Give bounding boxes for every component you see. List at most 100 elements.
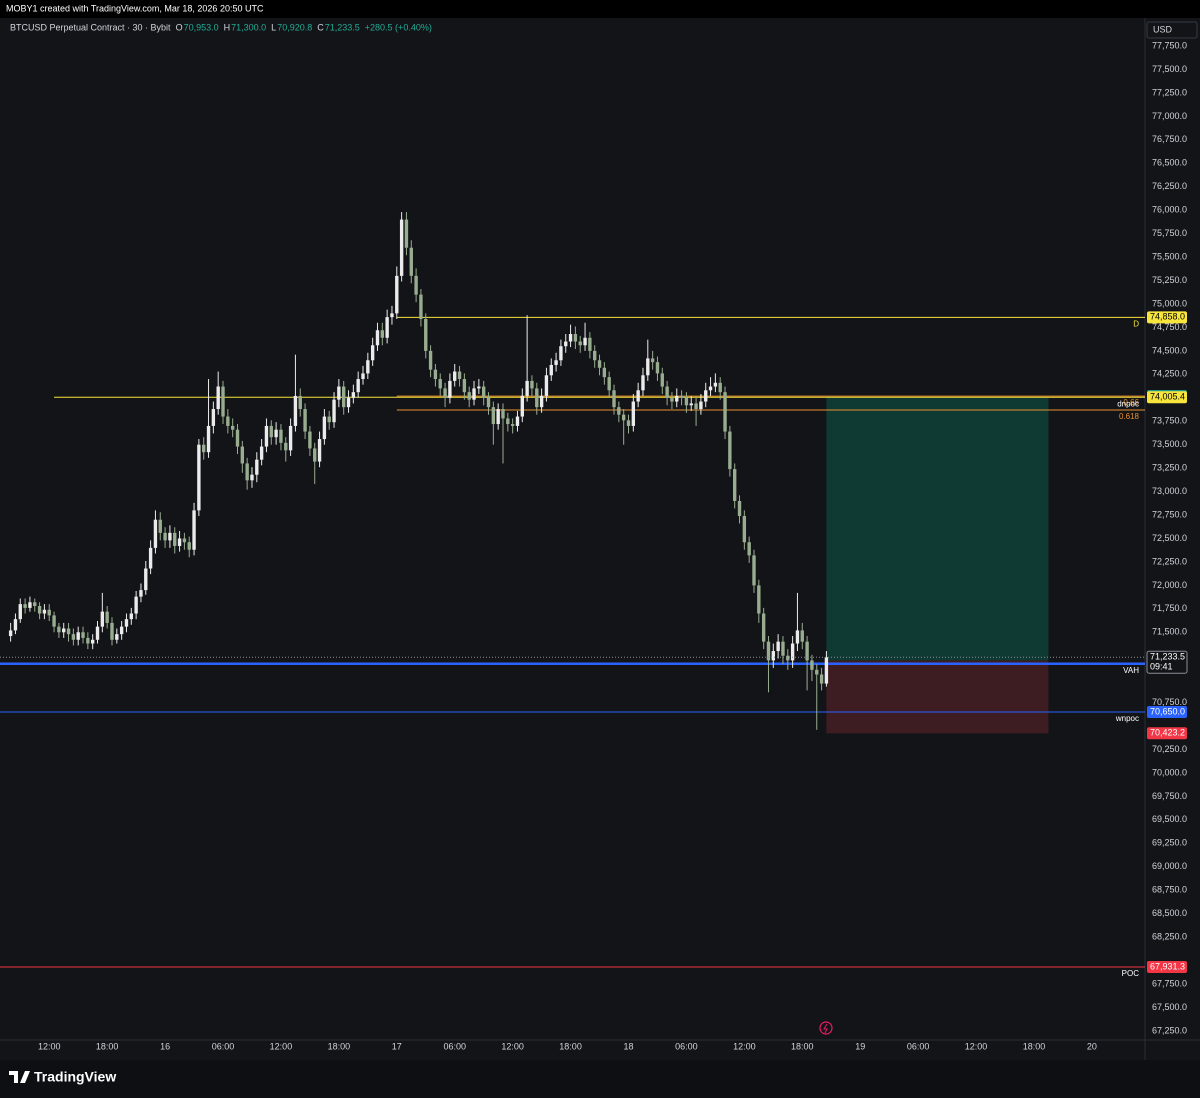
candle-body (491, 407, 496, 425)
candle-body (568, 334, 573, 342)
candle-body (530, 380, 534, 389)
x-tick-label: 18:00 (328, 1041, 351, 1051)
candle-body (694, 403, 698, 410)
candle-body (110, 622, 114, 640)
candle-body (424, 319, 428, 351)
y-tick-label: 74,250.0 (1152, 369, 1187, 379)
candle-body (144, 568, 148, 591)
y-tick-label: 74,750.0 (1152, 322, 1187, 332)
candle-body (288, 425, 293, 451)
x-tick-label: 18:00 (1023, 1041, 1046, 1051)
x-tick-label: 12:00 (501, 1041, 524, 1051)
candle-body (419, 294, 423, 320)
candle-body (230, 425, 235, 430)
candle-body (679, 395, 684, 398)
candle-body (202, 444, 206, 453)
level-axis-label: 67,931.3 (1150, 961, 1185, 971)
candle-body (535, 388, 539, 408)
candle-body (395, 275, 399, 314)
candle-body (708, 386, 713, 391)
y-tick-label: 67,750.0 (1152, 978, 1187, 988)
candle-body (192, 510, 196, 550)
candle-body (250, 474, 254, 481)
candle-body (317, 439, 322, 462)
candle-body (380, 330, 384, 338)
candle-body (737, 500, 742, 516)
y-tick-label: 69,500.0 (1152, 814, 1187, 824)
candle-body (399, 219, 404, 276)
candle-body (636, 390, 640, 402)
candle-body (597, 360, 602, 368)
candle-body (337, 386, 341, 400)
last-price-label: 71,233.5 (1150, 652, 1185, 662)
candle-body (650, 358, 655, 363)
logo-mark (9, 1071, 30, 1083)
candle-body (810, 660, 814, 670)
countdown: 09:41 (1150, 662, 1173, 672)
candle-body (675, 395, 679, 402)
candle-body (351, 392, 356, 398)
candle-body (173, 532, 177, 546)
candle-body (235, 429, 240, 447)
candle-body (641, 375, 645, 391)
candle-body (699, 401, 703, 410)
candle-body (240, 446, 245, 464)
y-tick-label: 68,750.0 (1152, 885, 1187, 895)
level-tag: wnpoc (1115, 714, 1139, 723)
y-tick-label: 71,500.0 (1152, 627, 1187, 637)
y-tick-label: 67,250.0 (1152, 1025, 1187, 1035)
header-symbol: BTCUSD Perpetual Contract · 30 · Bybit (10, 22, 171, 32)
x-tick-label: 06:00 (212, 1041, 235, 1051)
candle-body (226, 416, 230, 426)
candle-body (602, 367, 607, 378)
x-tick-label: 18:00 (96, 1041, 119, 1051)
candle-body (86, 637, 90, 644)
last-price-box (1146, 650, 1188, 674)
candle-body (549, 364, 553, 376)
candle-body (506, 418, 510, 425)
watermark: MOBY1 created with TradingView.com, Mar … (6, 3, 264, 13)
watermark-bar (0, 0, 1200, 18)
candle-body (23, 604, 27, 608)
candle-body (583, 337, 587, 346)
y-tick-label: 73,500.0 (1152, 439, 1187, 449)
legend-header: BTCUSD Perpetual Contract · 30 · Bybit O 7… (10, 22, 432, 32)
candle-body (148, 547, 153, 569)
x-tick-label: 16 (160, 1041, 170, 1051)
candle-body (42, 609, 47, 614)
candle-body (824, 657, 829, 684)
x-tick-label: 12:00 (270, 1041, 293, 1051)
y-tick-label: 75,250.0 (1152, 275, 1187, 285)
y-tick-label: 72,500.0 (1152, 533, 1187, 543)
candle-body (390, 313, 394, 318)
level-axis-label: 74,005.4 (1150, 392, 1185, 402)
candle-body (718, 382, 722, 393)
y-tick-label: 72,750.0 (1152, 509, 1187, 519)
candle-body (660, 373, 664, 387)
candle-body (593, 350, 597, 361)
y-tick-label: 73,750.0 (1152, 416, 1187, 426)
position-loss (826, 660, 1049, 734)
candle-body (279, 429, 283, 443)
candle-body (100, 611, 105, 627)
level-tag: 0.66 (1123, 398, 1139, 407)
candle-body (544, 375, 549, 396)
candle-body (342, 386, 346, 408)
x-tick-label: 20 (1087, 1041, 1097, 1051)
header-open: 70,953.0 (184, 22, 219, 32)
candle-body (733, 469, 737, 501)
y-tick-label: 77,250.0 (1152, 87, 1187, 97)
candle-body (670, 397, 674, 402)
y-tick-label: 70,250.0 (1152, 744, 1187, 754)
position-profit (826, 397, 1049, 661)
candle-body (757, 585, 761, 614)
candle-body (457, 371, 462, 380)
y-tick-label: 73,250.0 (1152, 463, 1187, 473)
candle-body (187, 542, 191, 550)
candle-body (607, 377, 611, 391)
candle-body (472, 388, 476, 400)
candle-body (795, 630, 800, 644)
candle-body (453, 371, 457, 381)
y-tick-label: 69,750.0 (1152, 791, 1187, 801)
candle-body (134, 596, 138, 614)
